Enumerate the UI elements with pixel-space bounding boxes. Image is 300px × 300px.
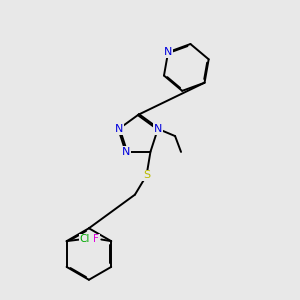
Text: N: N	[115, 124, 123, 134]
Text: N: N	[164, 47, 172, 57]
Text: Cl: Cl	[80, 235, 90, 244]
Text: F: F	[93, 235, 99, 244]
Text: N: N	[154, 124, 162, 134]
Text: N: N	[122, 147, 130, 157]
Text: S: S	[143, 170, 150, 181]
